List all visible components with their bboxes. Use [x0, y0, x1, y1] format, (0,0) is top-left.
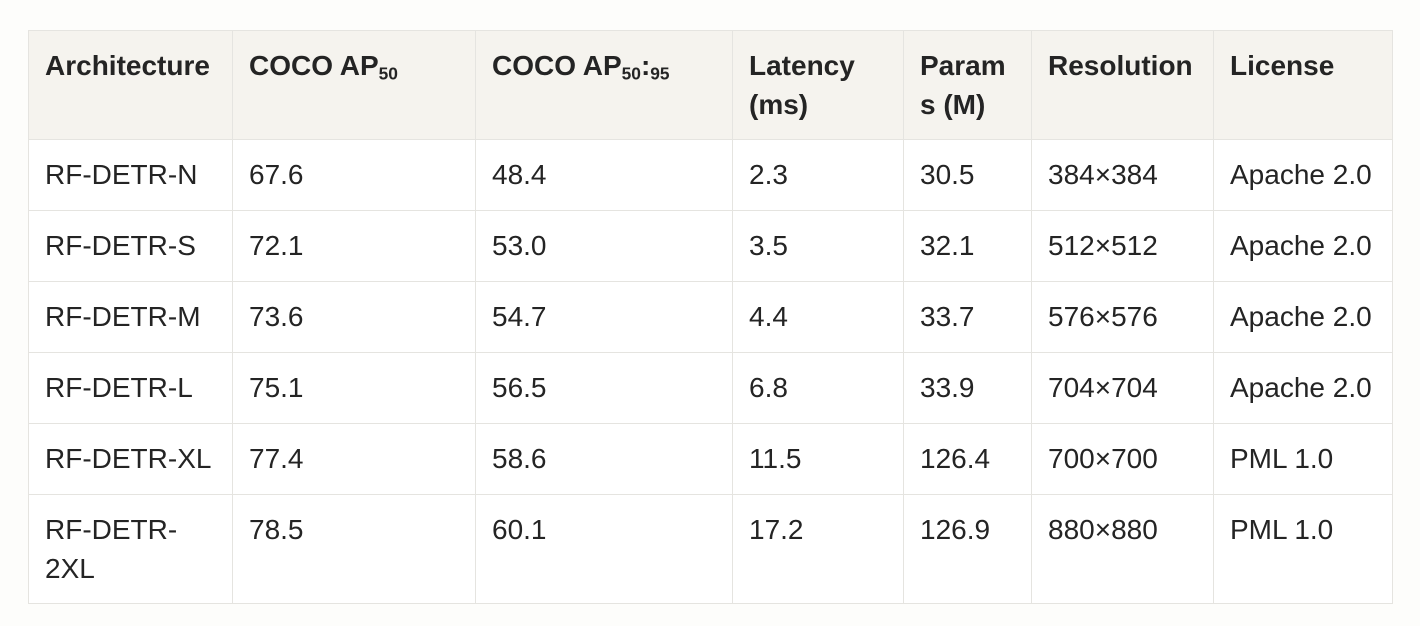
cell-architecture: RF-DETR-XL: [28, 423, 233, 495]
cell-coco-ap50: 75.1: [232, 352, 476, 424]
column-header-license: License: [1213, 30, 1393, 140]
model-comparison-table: Architecture COCO AP50 COCO AP50:95 Late…: [28, 30, 1393, 604]
cell-coco-ap50-95: 58.6: [475, 423, 733, 495]
cell-license: Apache 2.0: [1213, 210, 1393, 282]
cell-resolution: 700×700: [1031, 423, 1214, 495]
column-header-label: Latency (ms): [749, 50, 855, 120]
cell-latency: 2.3: [732, 139, 904, 211]
column-header-label: License: [1230, 50, 1335, 81]
cell-params: 30.5: [903, 139, 1032, 211]
column-header-label: COCO AP: [249, 50, 379, 81]
column-header-coco-ap50-95: COCO AP50:95: [475, 30, 733, 140]
table-row: RF-DETR-S 72.1 53.0 3.5 32.1 512×512 Apache 2.…: [28, 210, 1393, 282]
column-header-resolution: Resolution: [1031, 30, 1214, 140]
cell-resolution: 512×512: [1031, 210, 1214, 282]
cell-coco-ap50: 77.4: [232, 423, 476, 495]
cell-license: PML 1.0: [1213, 423, 1393, 495]
cell-architecture: RF-DETR-L: [28, 352, 233, 424]
cell-coco-ap50-95: 48.4: [475, 139, 733, 211]
cell-coco-ap50: 72.1: [232, 210, 476, 282]
model-comparison-table-wrap: Architecture COCO AP50 COCO AP50:95 Late…: [28, 30, 1393, 604]
cell-coco-ap50: 78.5: [232, 494, 476, 604]
column-header-label: Params (M): [920, 50, 1006, 120]
cell-coco-ap50: 67.6: [232, 139, 476, 211]
column-header-latency: Latency (ms): [732, 30, 904, 140]
cell-latency: 3.5: [732, 210, 904, 282]
cell-resolution: 880×880: [1031, 494, 1214, 604]
cell-architecture: RF-DETR-M: [28, 281, 233, 353]
table-row: RF-DETR-N 67.6 48.4 2.3 30.5 384×384 Apache 2.…: [28, 139, 1393, 211]
cell-params: 32.1: [903, 210, 1032, 282]
cell-license: PML 1.0: [1213, 494, 1393, 604]
table-row: RF-DETR-XL 77.4 58.6 11.5 126.4 700×700 PML 1.…: [28, 423, 1393, 495]
cell-latency: 6.8: [732, 352, 904, 424]
column-header-subscript: 95: [650, 63, 670, 84]
column-header-separator: :: [640, 50, 651, 81]
table-row: RF-DETR-L 75.1 56.5 6.8 33.9 704×704 Apache 2.…: [28, 352, 1393, 424]
cell-resolution: 704×704: [1031, 352, 1214, 424]
cell-params: 33.9: [903, 352, 1032, 424]
column-header-coco-ap50: COCO AP50: [232, 30, 476, 140]
cell-coco-ap50-95: 60.1: [475, 494, 733, 604]
column-header-subscript: 50: [621, 63, 641, 84]
cell-params: 126.9: [903, 494, 1032, 604]
table-row: RF-DETR-M 73.6 54.7 4.4 33.7 576×576 Apache 2.…: [28, 281, 1393, 353]
cell-resolution: 384×384: [1031, 139, 1214, 211]
cell-params: 33.7: [903, 281, 1032, 353]
column-header-subscript: 50: [378, 63, 398, 84]
table-header: Architecture COCO AP50 COCO AP50:95 Late…: [28, 30, 1393, 140]
cell-coco-ap50: 73.6: [232, 281, 476, 353]
header-row: Architecture COCO AP50 COCO AP50:95 Late…: [28, 30, 1393, 140]
column-header-label: Resolution: [1048, 50, 1193, 81]
cell-latency: 17.2: [732, 494, 904, 604]
cell-coco-ap50-95: 53.0: [475, 210, 733, 282]
cell-license: Apache 2.0: [1213, 281, 1393, 353]
table-row: RF-DETR-2XL 78.5 60.1 17.2 126.9 880×880 PML 1…: [28, 494, 1393, 604]
cell-resolution: 576×576: [1031, 281, 1214, 353]
cell-latency: 11.5: [732, 423, 904, 495]
column-header-architecture: Architecture: [28, 30, 233, 140]
cell-architecture: RF-DETR-S: [28, 210, 233, 282]
column-header-label: Architecture: [45, 50, 210, 81]
cell-license: Apache 2.0: [1213, 139, 1393, 211]
column-header-params: Params (M): [903, 30, 1032, 140]
cell-license: Apache 2.0: [1213, 352, 1393, 424]
cell-architecture: RF-DETR-N: [28, 139, 233, 211]
cell-coco-ap50-95: 56.5: [475, 352, 733, 424]
cell-params: 126.4: [903, 423, 1032, 495]
table-body: RF-DETR-N 67.6 48.4 2.3 30.5 384×384 Apache 2.…: [28, 139, 1393, 604]
column-header-label: COCO AP: [492, 50, 622, 81]
cell-architecture: RF-DETR-2XL: [28, 494, 233, 604]
cell-coco-ap50-95: 54.7: [475, 281, 733, 353]
cell-latency: 4.4: [732, 281, 904, 353]
